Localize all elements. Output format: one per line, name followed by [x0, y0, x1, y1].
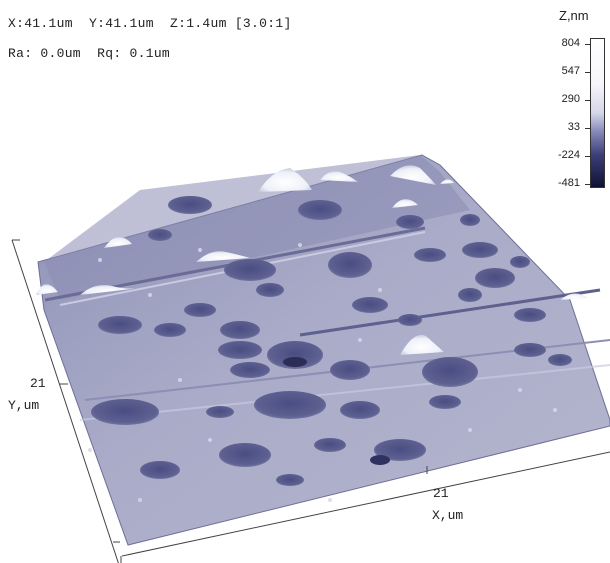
y-axis-tick-label: 21: [30, 376, 46, 391]
colorbar-tick-label: 290: [561, 93, 580, 105]
colorbar-tick: [585, 72, 590, 73]
x-axis-tick-label: 21: [433, 486, 449, 501]
scan-dimensions: X:41.1um Y:41.1um Z:1.4um [3.0:1]: [8, 16, 292, 31]
scan-streak: [299, 288, 601, 337]
y-axis-line: [11, 239, 119, 563]
colorbar-tick-label: 547: [561, 65, 580, 77]
colorbar-tick-label: -481: [557, 177, 580, 189]
colorbar-tick-label: 804: [561, 37, 580, 49]
roughness-values: Ra: 0.0um Rq: 0.1um: [8, 46, 171, 61]
x-axis-label: X,um: [432, 508, 464, 523]
colorbar-title: Z,nm: [559, 8, 589, 23]
y-axis-label: Y,um: [8, 398, 40, 413]
colorbar-tick: [585, 156, 590, 157]
colorbar-tick-label: -224: [557, 149, 580, 161]
surface-upper-band: [44, 155, 470, 300]
surface-peaks: [36, 165, 588, 355]
colorbar: [590, 38, 605, 188]
surface-pits: [91, 196, 572, 486]
colorbar-tick: [585, 128, 590, 129]
colorbar-tick: [585, 44, 590, 45]
colorbar-tick: [585, 100, 590, 101]
scan-streak: [79, 364, 610, 421]
colorbar-tick: [585, 184, 590, 185]
colorbar-tick-label: 33: [567, 121, 580, 133]
x-axis-line: [121, 451, 610, 557]
